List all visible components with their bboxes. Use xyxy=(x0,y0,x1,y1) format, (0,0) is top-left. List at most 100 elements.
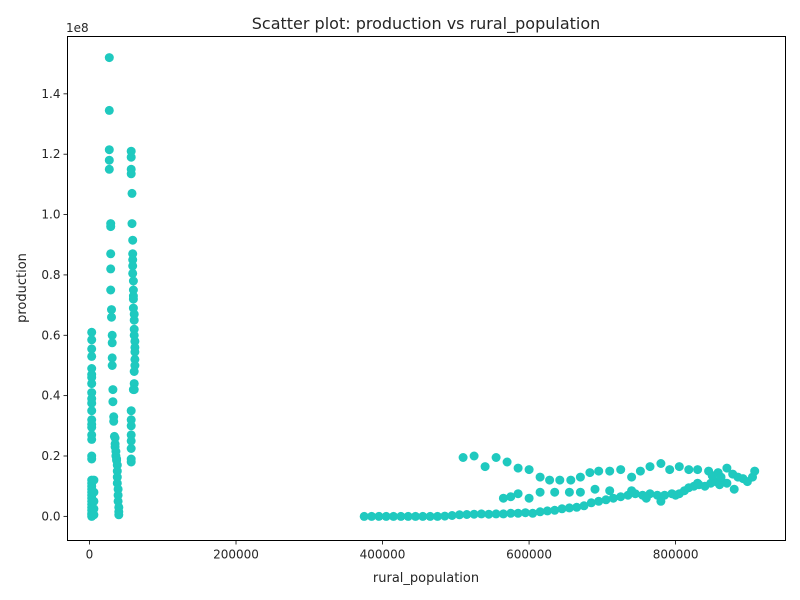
scatter-point xyxy=(716,472,726,482)
scatter-point xyxy=(635,466,645,476)
scatter-point xyxy=(107,353,117,363)
x-axis-ticks: 0 200000 400000 600000 800000 xyxy=(86,540,699,562)
scatter-point xyxy=(89,475,99,485)
scatter-point xyxy=(545,475,555,485)
scatter-point xyxy=(89,510,99,520)
scatter-point xyxy=(106,249,116,259)
scatter-point xyxy=(130,347,140,357)
scatter-point xyxy=(535,487,545,497)
scatter-point xyxy=(579,501,589,511)
scatter-point xyxy=(671,490,681,500)
scatter-point xyxy=(729,484,739,494)
scatter-point xyxy=(107,312,116,322)
scatter-point xyxy=(458,453,468,462)
scatter-point xyxy=(87,327,97,337)
scatter-point xyxy=(126,444,136,453)
scatter-point xyxy=(564,503,574,513)
scatter-point xyxy=(396,511,406,521)
scatter-point xyxy=(89,496,99,506)
scatter-point xyxy=(491,453,501,462)
scatter-point xyxy=(684,465,694,475)
scatter-point xyxy=(107,305,116,315)
scatter-point xyxy=(107,361,117,370)
scatter-point xyxy=(656,459,666,468)
scatter-point xyxy=(126,406,136,416)
x-tick-label: 800000 xyxy=(653,548,699,562)
scatter-point xyxy=(480,462,490,472)
scatter-point xyxy=(87,351,97,361)
scatter-point xyxy=(129,315,139,325)
scatter-point xyxy=(524,493,534,503)
scatter-point xyxy=(476,509,486,519)
scatter-point xyxy=(506,508,516,518)
scatter-point xyxy=(707,471,717,481)
scatter-point xyxy=(693,465,703,475)
scatter-point xyxy=(87,454,97,464)
scatter-point xyxy=(520,508,530,518)
scatter-point xyxy=(128,294,138,304)
y-axis-label: production xyxy=(15,253,30,323)
y-tick-label: 0.2 xyxy=(41,449,60,463)
scatter-point xyxy=(107,338,117,348)
scatter-point xyxy=(128,276,138,286)
scatter-point xyxy=(126,169,136,179)
scatter-point xyxy=(127,219,137,229)
scatter-point xyxy=(575,472,585,482)
scatter-point xyxy=(605,466,615,476)
scatter-point xyxy=(550,487,560,497)
chart-title: Scatter plot: production vs rural_popula… xyxy=(252,14,601,34)
scatter-point xyxy=(513,508,523,518)
scatter-point xyxy=(590,484,600,494)
scatter-point xyxy=(491,509,501,519)
scatter-point xyxy=(462,510,472,519)
scatter-point xyxy=(127,188,137,198)
x-axis-label: rural_population xyxy=(373,571,479,586)
y-tick-label: 0.4 xyxy=(41,389,60,403)
scatter-point xyxy=(89,487,99,497)
y-tick-label: 0.6 xyxy=(41,328,60,342)
scatter-point xyxy=(389,511,398,521)
y-tick-label: 1.4 xyxy=(41,87,60,101)
scatter-point xyxy=(605,486,615,496)
scatter-point xyxy=(128,268,138,278)
scatter-point xyxy=(114,510,124,520)
x-tick-label: 200000 xyxy=(213,548,259,562)
scatter-point xyxy=(594,496,604,506)
scatter-point xyxy=(645,462,655,472)
scatter-point xyxy=(403,511,413,521)
scatter-point xyxy=(106,264,116,274)
scatter-point xyxy=(106,285,116,295)
scatter-points xyxy=(87,53,760,521)
scatter-point xyxy=(557,504,567,514)
scatter-point xyxy=(374,511,384,521)
scatter-point xyxy=(572,502,582,512)
scatter-point xyxy=(535,507,545,517)
scatter-point xyxy=(722,478,732,488)
scatter-point xyxy=(601,495,611,505)
scatter-point xyxy=(106,222,116,232)
scatter-point xyxy=(108,385,118,395)
scatter-point xyxy=(126,421,136,431)
scatter-point xyxy=(104,53,114,63)
scatter-point xyxy=(418,511,428,521)
y-tick-label: 0.8 xyxy=(41,268,60,282)
scatter-point xyxy=(750,466,760,476)
scatter-point xyxy=(126,457,136,467)
scatter-point xyxy=(722,463,732,473)
scatter-point xyxy=(564,487,574,497)
plot-frame xyxy=(67,36,786,541)
scatter-point xyxy=(575,487,585,497)
scatter-point xyxy=(542,506,552,516)
scatter-point xyxy=(715,480,725,490)
scatter-point xyxy=(87,379,97,389)
scatter-point xyxy=(469,509,479,519)
y-tick-label: 1.0 xyxy=(41,208,60,222)
scatter-point xyxy=(87,422,97,432)
scatter-point xyxy=(108,397,118,407)
scatter-point xyxy=(566,475,576,485)
scatter-point xyxy=(616,465,626,475)
scatter-point xyxy=(455,510,464,520)
scatter-point xyxy=(586,498,596,508)
scatter-point xyxy=(128,385,138,395)
